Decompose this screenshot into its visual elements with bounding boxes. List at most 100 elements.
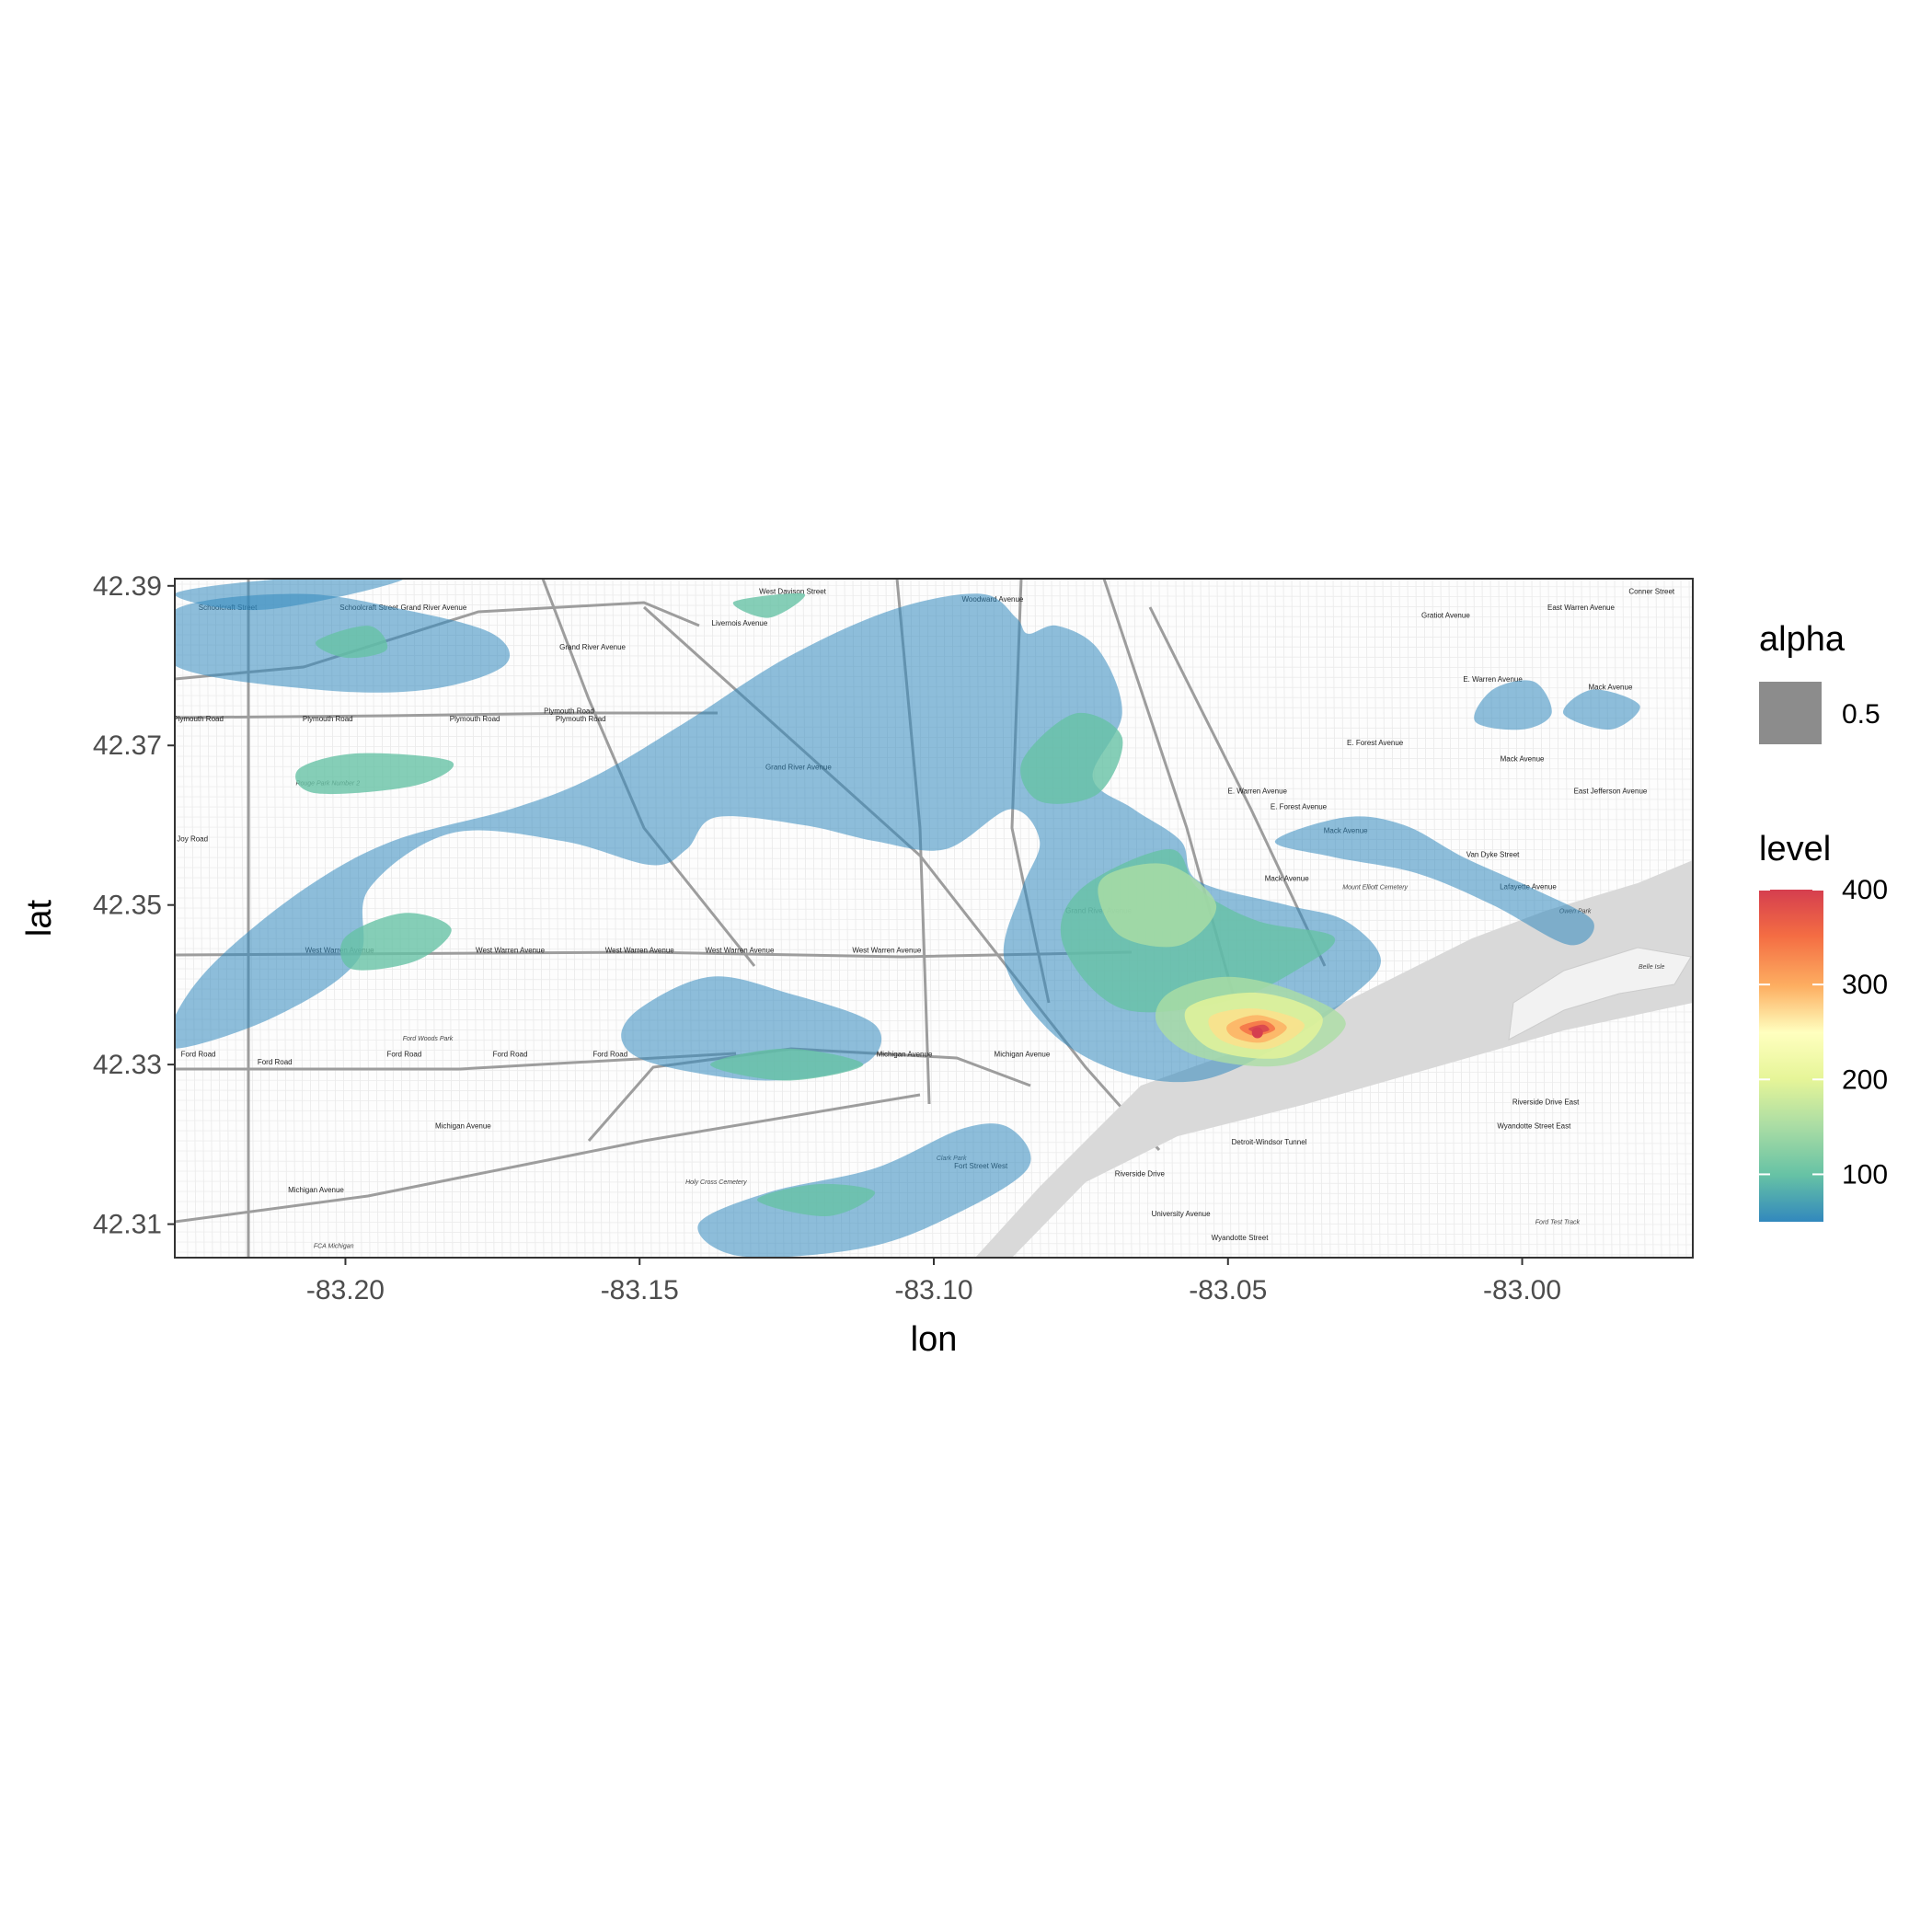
legend-alpha-label: 0.5 bbox=[1842, 699, 1880, 730]
y-tick-label: 42.39 bbox=[93, 571, 162, 602]
minor-street bbox=[562, 579, 569, 1258]
road-label: Michigan Avenue bbox=[995, 1050, 1051, 1058]
place-label: Belle Isle bbox=[1639, 964, 1665, 971]
y-tick-label: 42.31 bbox=[93, 1210, 162, 1240]
minor-street bbox=[175, 1089, 1693, 1094]
x-tick-label: -83.20 bbox=[306, 1275, 385, 1305]
density-contour-level-100 bbox=[295, 753, 454, 795]
road-label: Wyandotte Street East bbox=[1497, 1122, 1571, 1131]
legend-alpha: alpha 0.5 bbox=[1759, 620, 1880, 744]
detroit-river bbox=[975, 860, 1693, 1258]
road-label: Plymouth Road bbox=[450, 715, 500, 723]
road-label: Wyandotte Street bbox=[1212, 1234, 1270, 1242]
road-label: Plymouth Road bbox=[173, 715, 224, 723]
minor-street bbox=[678, 579, 685, 1258]
minor-street bbox=[175, 593, 1693, 598]
x-axis: -83.20 -83.15 -83.10 -83.05 -83.00 bbox=[306, 1258, 1561, 1305]
density-contour-level-50 bbox=[175, 579, 405, 611]
colorbar-tick-label: 200 bbox=[1842, 1064, 1888, 1095]
legend-level-ticks: 100 200 300 400 bbox=[1759, 875, 1888, 1190]
minor-street bbox=[1440, 579, 1447, 1258]
road-label: Van Dyke Street bbox=[1466, 851, 1520, 859]
minor-street bbox=[653, 579, 661, 1258]
road-label: Grand River Avenue bbox=[400, 604, 466, 612]
minor-street bbox=[686, 579, 694, 1258]
road-label: Michigan Avenue bbox=[877, 1050, 933, 1058]
minor-street bbox=[645, 579, 652, 1258]
minor-street bbox=[529, 579, 536, 1258]
minor-street bbox=[570, 579, 578, 1258]
minor-street bbox=[175, 1099, 1693, 1104]
road-label: Ford Road bbox=[258, 1058, 293, 1066]
road-label: Michigan Avenue bbox=[435, 1122, 491, 1131]
legend-alpha-title: alpha bbox=[1759, 620, 1846, 659]
road-label: University Avenue bbox=[1152, 1210, 1211, 1218]
minor-street bbox=[1398, 579, 1406, 1258]
minor-street bbox=[175, 907, 1693, 912]
minor-street bbox=[595, 579, 603, 1258]
minor-street bbox=[1374, 579, 1381, 1258]
minor-street bbox=[604, 579, 611, 1258]
minor-street bbox=[554, 579, 561, 1258]
major-road bbox=[175, 1093, 921, 1224]
legend-alpha-swatch bbox=[1759, 682, 1822, 744]
minor-street bbox=[579, 579, 586, 1258]
legend-level-title: level bbox=[1759, 830, 1831, 868]
density-contours bbox=[175, 579, 1640, 1258]
road-label: Ford Road bbox=[493, 1050, 528, 1058]
density-contour-level-100 bbox=[339, 913, 452, 971]
y-tick-label: 42.33 bbox=[93, 1050, 162, 1080]
density-contour-level-150 bbox=[1098, 863, 1217, 948]
road-label: Ford Road bbox=[592, 1050, 627, 1058]
road-label: Plymouth Road bbox=[556, 715, 606, 723]
x-tick-label: -83.10 bbox=[894, 1275, 972, 1305]
road-label: Riverside Drive East bbox=[1512, 1098, 1580, 1106]
x-axis-title: lon bbox=[911, 1320, 958, 1359]
road-label: West Warren Avenue bbox=[705, 947, 775, 955]
y-axis-title: lat bbox=[20, 899, 59, 937]
minor-street bbox=[463, 579, 470, 1258]
road-label: Michigan Avenue bbox=[288, 1186, 344, 1194]
minor-street bbox=[546, 579, 553, 1258]
legend-level: level 100 200 300 400 bbox=[1759, 830, 1888, 1222]
road-label: Livernois Avenue bbox=[712, 619, 768, 627]
road-label: East Jefferson Avenue bbox=[1574, 787, 1648, 795]
minor-street bbox=[175, 897, 1693, 902]
minor-street bbox=[1481, 579, 1489, 1258]
density-contour-level-50 bbox=[1474, 680, 1552, 730]
minor-street bbox=[670, 579, 677, 1258]
major-road bbox=[175, 711, 718, 719]
minor-street bbox=[488, 579, 495, 1258]
minor-street bbox=[175, 1231, 1693, 1236]
minor-street bbox=[504, 579, 512, 1258]
density-contour-level-100 bbox=[1020, 712, 1123, 804]
road-label: Grand River Avenue bbox=[559, 643, 626, 651]
minor-street bbox=[446, 579, 454, 1258]
minor-street bbox=[703, 579, 710, 1258]
minor-street bbox=[1407, 579, 1414, 1258]
minor-street bbox=[587, 579, 594, 1258]
density-contour-level-100 bbox=[732, 592, 806, 618]
colorbar-tick-label: 100 bbox=[1842, 1159, 1888, 1190]
minor-street bbox=[454, 579, 462, 1258]
place-label: Ford Woods Park bbox=[403, 1036, 454, 1042]
road-label: Riverside Drive bbox=[1115, 1170, 1166, 1179]
minor-street bbox=[175, 1241, 1693, 1246]
density-contour-level-50 bbox=[1274, 816, 1594, 946]
road-label: Detroit-Windsor Tunnel bbox=[1232, 1138, 1307, 1146]
road-label: E. Warren Avenue bbox=[1228, 787, 1288, 795]
colorbar-tick-label: 300 bbox=[1842, 970, 1888, 1000]
road-label: Ford Road bbox=[387, 1050, 422, 1058]
minor-street bbox=[1432, 579, 1439, 1258]
minor-street bbox=[1365, 579, 1373, 1258]
y-tick-label: 42.37 bbox=[93, 730, 162, 761]
minor-street bbox=[695, 579, 702, 1258]
road-label: West Warren Avenue bbox=[476, 947, 546, 955]
x-tick-label: -83.15 bbox=[601, 1275, 679, 1305]
minor-street bbox=[1340, 579, 1348, 1258]
x-tick-label: -83.00 bbox=[1483, 1275, 1561, 1305]
street-grid bbox=[175, 579, 1693, 1258]
place-label: FCA Michigan bbox=[314, 1244, 354, 1250]
